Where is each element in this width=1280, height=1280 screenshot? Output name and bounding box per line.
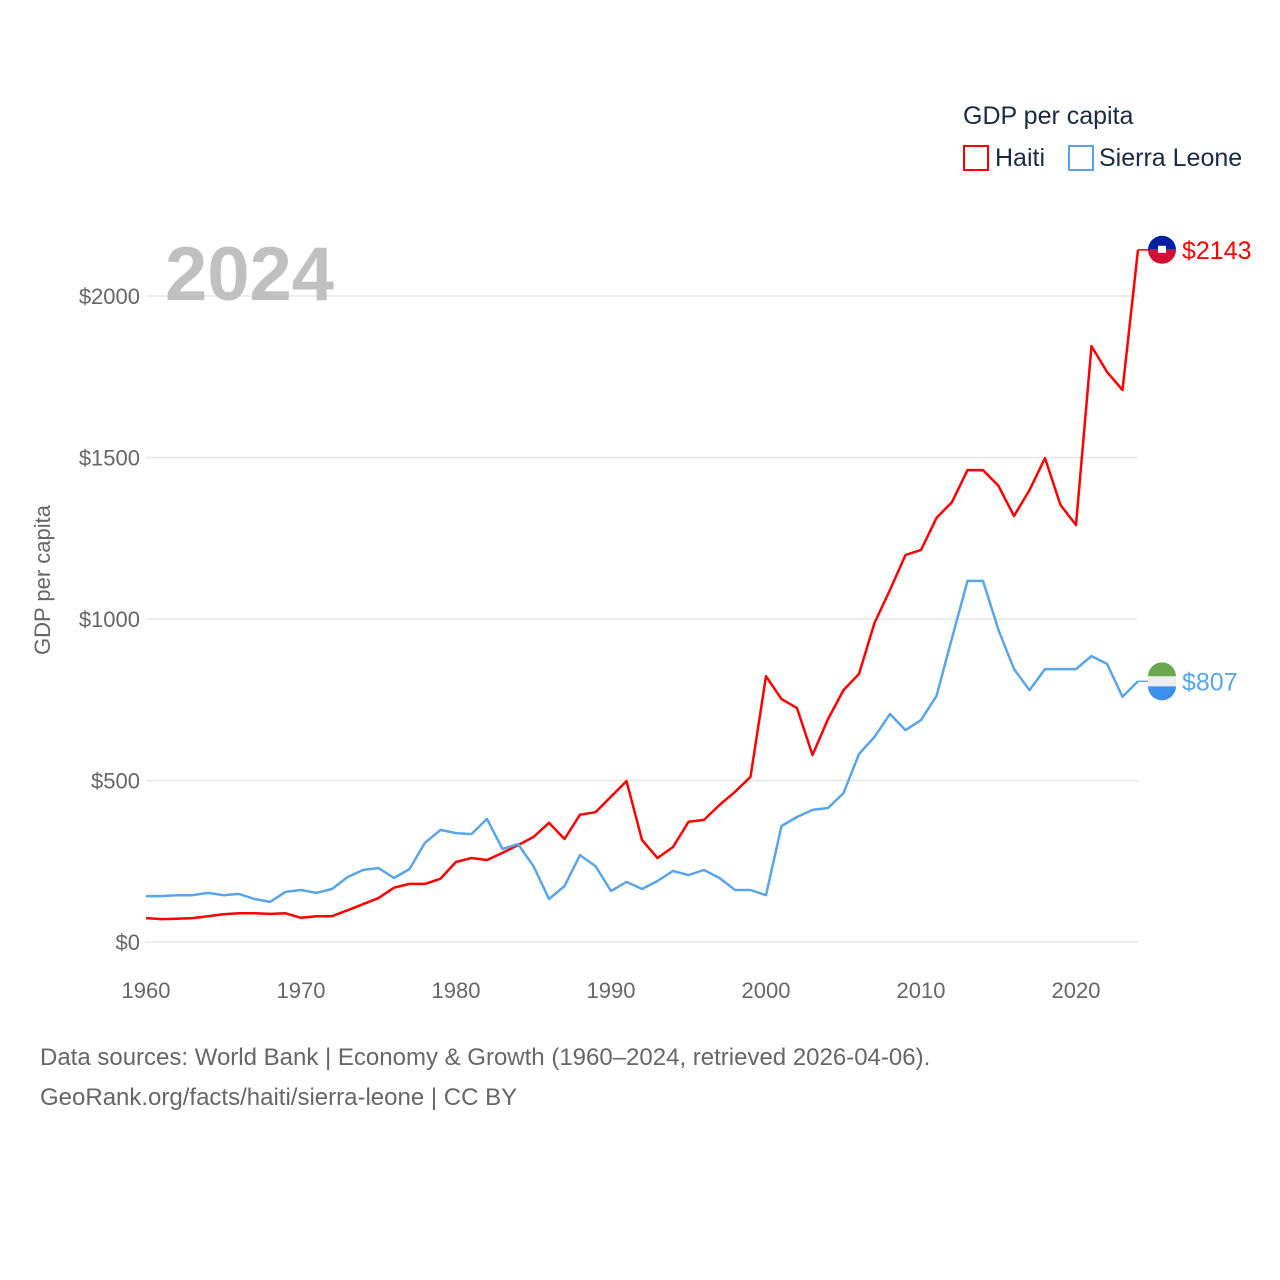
legend-swatch-haiti bbox=[963, 145, 989, 171]
legend-label-haiti: Haiti bbox=[995, 144, 1045, 172]
flag-icon-sierra-leone bbox=[1148, 662, 1176, 701]
flag-icon-haiti bbox=[1148, 235, 1176, 264]
legend-item-sierra-leone[interactable]: Sierra Leone bbox=[1068, 144, 1242, 172]
legend-label-sierra-leone: Sierra Leone bbox=[1099, 144, 1242, 172]
flag-top bbox=[1148, 235, 1176, 250]
end-value-label-sierra-leone: $807 bbox=[1182, 668, 1238, 696]
x-tick-label: 1990 bbox=[587, 978, 636, 1003]
y-tick-label: $500 bbox=[91, 769, 140, 794]
y-tick-label: $1000 bbox=[79, 607, 140, 632]
legend-title: GDP per capita bbox=[963, 102, 1134, 130]
footer-attribution: GeoRank.org/facts/haiti/sierra-leone | C… bbox=[40, 1084, 518, 1111]
y-axis-title: GDP per capita bbox=[30, 504, 55, 655]
x-tick-label: 1980 bbox=[432, 978, 481, 1003]
flag-bottom bbox=[1148, 686, 1176, 701]
y-tick-label: $0 bbox=[116, 930, 140, 955]
series-line-sierra-leone bbox=[146, 579, 1139, 904]
flag-top bbox=[1148, 662, 1176, 677]
end-value-label-haiti: $2143 bbox=[1182, 237, 1252, 265]
series-line-haiti bbox=[145, 249, 1140, 921]
legend-item-haiti[interactable]: Haiti bbox=[963, 144, 1045, 172]
flag-bottom bbox=[1148, 249, 1176, 264]
footer-sources: Data sources: World Bank | Economy & Gro… bbox=[40, 1044, 931, 1071]
y-tick-label: $1500 bbox=[79, 446, 140, 471]
x-tick-label: 2000 bbox=[742, 978, 791, 1003]
x-tick-label: 2010 bbox=[897, 978, 946, 1003]
y-tick-label: $2000 bbox=[79, 284, 140, 309]
flag-middle bbox=[1148, 676, 1176, 687]
year-watermark: 2024 bbox=[165, 232, 334, 317]
x-tick-label: 1970 bbox=[277, 978, 326, 1003]
x-tick-label: 2020 bbox=[1052, 978, 1101, 1003]
x-tick-label: 1960 bbox=[122, 978, 171, 1003]
legend-swatch-sierra-leone bbox=[1068, 145, 1094, 171]
flag-emblem bbox=[1158, 245, 1166, 253]
